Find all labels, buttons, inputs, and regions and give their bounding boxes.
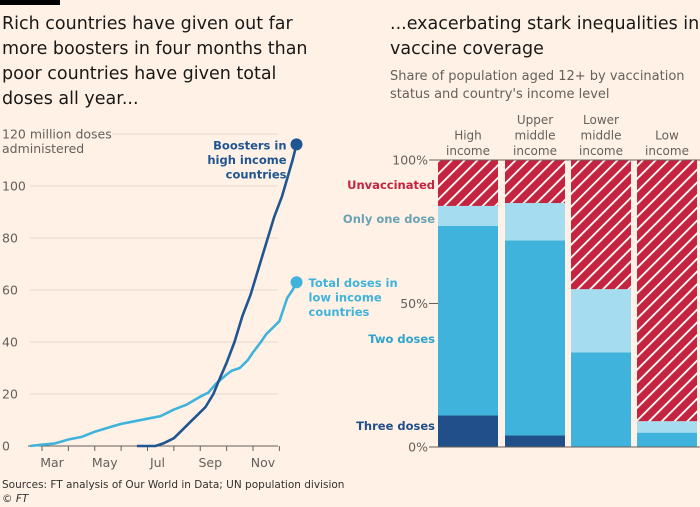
series-end-marker bbox=[290, 138, 303, 151]
category-label: High bbox=[454, 129, 482, 143]
y-tick-label: 0% bbox=[408, 440, 428, 455]
bar-segment bbox=[571, 289, 631, 353]
y-tick-label: 0 bbox=[2, 439, 10, 454]
bar-segment bbox=[505, 435, 565, 447]
bar-segment bbox=[505, 203, 565, 241]
source-text: Sources: FT analysis of Our World in Dat… bbox=[2, 479, 345, 491]
series-label: Total doses in bbox=[309, 276, 398, 290]
category-label: income bbox=[513, 144, 557, 158]
legend-label: Only one dose bbox=[343, 212, 435, 226]
left-chart-title: Rich countries have given out far more b… bbox=[2, 14, 308, 109]
category-label: income bbox=[645, 144, 689, 158]
bar-segment bbox=[505, 160, 565, 204]
bar-segment bbox=[637, 421, 697, 433]
legend-label: Two doses bbox=[368, 332, 435, 346]
legend-label: Unvaccinated bbox=[347, 178, 435, 192]
y-tick-label: 80 bbox=[2, 231, 18, 246]
category-label: income bbox=[446, 144, 490, 158]
category-label: Low bbox=[655, 129, 679, 143]
x-tick-label: Mar bbox=[40, 455, 64, 470]
series-label: countries bbox=[309, 305, 370, 319]
series-label: high income bbox=[207, 153, 286, 167]
series-label: low income bbox=[309, 291, 382, 305]
x-tick-label: May bbox=[92, 455, 118, 470]
x-tick-label: Sep bbox=[198, 455, 222, 470]
line-chart: 0 20 40 60 80 100 120 million dosesadministere… bbox=[2, 127, 398, 471]
category-label: Upper bbox=[517, 113, 553, 127]
legend-label: Three doses bbox=[356, 419, 435, 433]
category-label: middle bbox=[515, 129, 556, 143]
series-label: Boosters in bbox=[213, 138, 286, 152]
y-tick-label: 60 bbox=[2, 283, 18, 298]
bar-segment bbox=[571, 352, 631, 447]
x-tick-label: Jul bbox=[149, 455, 165, 470]
series-line bbox=[136, 144, 298, 448]
ft-brand-bar bbox=[0, 0, 60, 5]
y-axis-label: administered bbox=[2, 141, 84, 156]
y-tick-label: 50% bbox=[400, 296, 428, 311]
series-label: countries bbox=[226, 167, 287, 181]
y-tick-label: 120 million doses bbox=[2, 127, 112, 142]
category-label: income bbox=[579, 144, 623, 158]
y-tick-label: 40 bbox=[2, 335, 18, 350]
bar-segment bbox=[637, 160, 697, 422]
bar-segment bbox=[571, 160, 631, 290]
right-chart-subtitle: Share of population aged 12+ by vaccinat… bbox=[390, 69, 685, 102]
bar-segment bbox=[438, 226, 498, 416]
bar-segment bbox=[637, 432, 697, 447]
category-label: middle bbox=[581, 129, 622, 143]
category-label: Lower bbox=[583, 113, 619, 127]
x-tick-label: Nov bbox=[251, 455, 276, 470]
bar-segment bbox=[438, 160, 498, 206]
y-tick-label: 100 bbox=[2, 179, 26, 194]
copyright: © FT bbox=[2, 493, 29, 505]
right-chart-title: ...exacerbating stark inequalities in va… bbox=[390, 14, 700, 59]
bar-segment bbox=[438, 415, 498, 447]
bar-chart: 0%50%100%HighincomeUppermiddleincomeLowe… bbox=[343, 113, 700, 455]
y-tick-label: 20 bbox=[2, 387, 18, 402]
bar-segment bbox=[505, 240, 565, 436]
source-note: Sources: FT analysis of Our World in Dat… bbox=[2, 478, 344, 506]
y-tick-label: 100% bbox=[392, 153, 428, 168]
series-line bbox=[29, 281, 298, 448]
series-end-marker bbox=[290, 276, 303, 289]
bar-segment bbox=[438, 205, 498, 227]
